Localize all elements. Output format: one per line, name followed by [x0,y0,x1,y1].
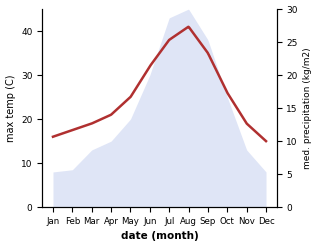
Y-axis label: med. precipitation (kg/m2): med. precipitation (kg/m2) [303,47,313,169]
Y-axis label: max temp (C): max temp (C) [5,74,16,142]
X-axis label: date (month): date (month) [121,231,198,242]
